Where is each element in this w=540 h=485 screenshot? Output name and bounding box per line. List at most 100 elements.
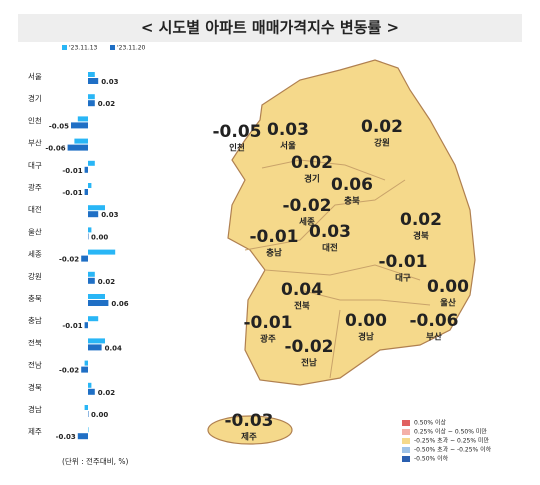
bar — [88, 300, 109, 306]
map-region: 경기 — [304, 174, 320, 185]
y-tick-label: 제주 — [28, 427, 42, 436]
map-value: -0.02 — [283, 196, 332, 216]
map-legend-label: -0.50% 초과 ~ -0.25% 이하 — [414, 446, 492, 454]
map-legend-label: -0.25% 초과 ~ 0.25% 미만 — [414, 437, 490, 445]
bar — [88, 94, 95, 100]
y-tick-label: 경기 — [28, 93, 42, 103]
chart-title: < 시도별 아파트 매매가격지수 변동률 > — [141, 19, 399, 37]
value-label: -0.01 — [62, 189, 82, 197]
map-region: 전남 — [301, 358, 317, 369]
map-value: 0.00 — [427, 277, 469, 297]
bar — [84, 405, 88, 410]
map-value: 0.04 — [281, 280, 323, 300]
map-legend-label: -0.50% 이하 — [414, 455, 449, 463]
map-region: 광주 — [260, 334, 276, 345]
legend-label: '23.11.20 — [117, 45, 146, 52]
value-label: -0.01 — [62, 322, 82, 330]
bar — [71, 122, 88, 129]
map-legend-swatch — [402, 438, 410, 444]
y-tick-label: 경북 — [28, 382, 42, 392]
map-region: 강원 — [374, 138, 390, 149]
map-region: 충북 — [344, 196, 360, 207]
y-tick-label: 충북 — [28, 294, 42, 303]
y-tick-label: 부산 — [28, 138, 42, 148]
map-value: -0.06 — [410, 311, 459, 331]
value-label: 0.03 — [101, 211, 118, 219]
y-tick-label: 충남 — [28, 316, 42, 325]
map-region: 충남 — [266, 248, 282, 259]
bar — [88, 183, 92, 188]
bar — [88, 160, 95, 166]
y-tick-label: 서울 — [28, 72, 42, 81]
map-value: 0.00 — [345, 311, 387, 331]
bar — [88, 211, 99, 218]
map-value: 0.03 — [267, 120, 309, 140]
bar — [84, 360, 88, 366]
y-tick-label: 대구 — [28, 161, 42, 170]
bar — [88, 388, 95, 395]
value-label: 0.02 — [98, 389, 115, 397]
bar — [88, 72, 95, 77]
map-value: -0.02 — [285, 337, 334, 357]
jeju-island — [207, 415, 293, 445]
map-legend-label: 0.25% 이상 ~ 0.50% 미만 — [414, 428, 487, 436]
title-band — [18, 14, 522, 42]
map-legend-swatch — [402, 429, 410, 435]
map-region: 경남 — [358, 332, 374, 343]
bar — [77, 116, 88, 122]
value-label: -0.03 — [56, 433, 76, 441]
map-value: 0.03 — [309, 222, 351, 242]
value-label: 0.02 — [98, 100, 115, 108]
map-region: 대전 — [322, 243, 338, 254]
bar — [88, 271, 95, 277]
map-value: 0.02 — [400, 210, 442, 230]
bar — [88, 294, 105, 299]
bar — [84, 189, 88, 195]
value-label: -0.02 — [59, 367, 79, 375]
y-tick-label: 강원 — [28, 271, 42, 281]
value-label: 0.06 — [111, 300, 128, 308]
map-value: 0.06 — [331, 175, 373, 195]
bar — [88, 100, 95, 107]
map-region: 울산 — [440, 298, 456, 309]
value-label: -0.02 — [59, 256, 79, 264]
map — [207, 59, 476, 445]
map-region: 부산 — [426, 332, 442, 343]
value-label: -0.06 — [45, 145, 65, 153]
bar — [88, 338, 105, 344]
value-label: 0.00 — [91, 233, 108, 241]
map-value: 0.02 — [361, 117, 403, 137]
unit-note: (단위 : 전주대비, %) — [62, 456, 129, 466]
bar — [84, 322, 88, 329]
map-region: 전북 — [294, 301, 310, 312]
map-region: 서울 — [280, 141, 296, 152]
bar — [88, 411, 89, 417]
map-legend-label: 0.50% 이상 — [414, 419, 446, 427]
y-tick-label: 전남 — [28, 360, 42, 370]
map-value: -0.03 — [225, 411, 274, 431]
map-legend-swatch — [402, 420, 410, 426]
value-label: -0.01 — [62, 167, 82, 175]
value-label: 0.02 — [98, 278, 115, 286]
bar — [77, 433, 88, 440]
y-tick-label: 대전 — [28, 204, 42, 214]
bar — [88, 382, 92, 388]
map-value: -0.01 — [379, 252, 428, 272]
value-label: 0.00 — [91, 411, 108, 419]
map-region: 세종 — [299, 217, 315, 228]
bar — [81, 255, 88, 262]
map-legend-swatch — [402, 447, 410, 453]
y-tick-label: 전북 — [28, 337, 42, 347]
bar — [88, 277, 95, 284]
bar — [88, 78, 99, 84]
legend-swatch — [62, 45, 67, 50]
bar — [74, 138, 88, 144]
bar — [88, 233, 89, 240]
region-borders — [244, 159, 431, 379]
map-value: -0.01 — [244, 313, 293, 333]
bar — [88, 316, 99, 322]
bar — [88, 344, 102, 351]
map-value: -0.01 — [250, 227, 299, 247]
bar — [88, 249, 116, 255]
